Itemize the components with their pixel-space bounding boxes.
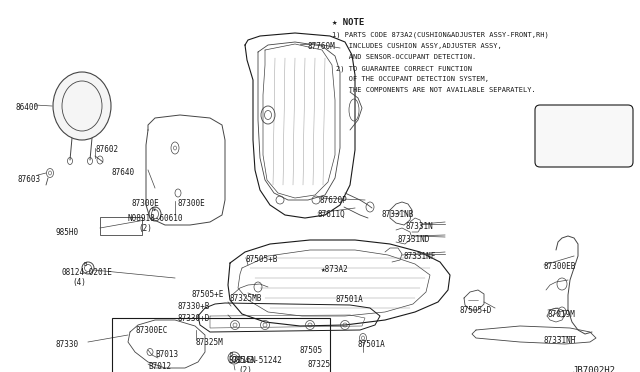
Text: 87330+D: 87330+D xyxy=(177,314,209,323)
Text: 87611Q: 87611Q xyxy=(318,210,346,219)
Text: OF THE OCCUPANT DETECTION SYSTEM,: OF THE OCCUPANT DETECTION SYSTEM, xyxy=(336,76,489,82)
Text: 87505+D: 87505+D xyxy=(460,306,492,315)
Text: N08918-60610: N08918-60610 xyxy=(128,214,184,223)
Text: 87331N: 87331N xyxy=(405,222,433,231)
Text: (4): (4) xyxy=(72,278,86,287)
Text: N: N xyxy=(152,207,156,212)
Text: ★873A2: ★873A2 xyxy=(321,265,349,274)
Text: 87325MB: 87325MB xyxy=(230,294,262,303)
Text: B7013: B7013 xyxy=(155,350,178,359)
Text: 87330: 87330 xyxy=(55,340,78,349)
Text: B7016N: B7016N xyxy=(228,356,256,365)
Text: THE COMPONENTS ARE NOT AVAILABLE SEPARATELY.: THE COMPONENTS ARE NOT AVAILABLE SEPARAT… xyxy=(336,87,536,93)
Text: 86400: 86400 xyxy=(15,103,38,112)
Text: ★ NOTE: ★ NOTE xyxy=(332,18,364,27)
Text: 87331NF: 87331NF xyxy=(403,252,435,261)
Text: 87330+B: 87330+B xyxy=(177,302,209,311)
Text: 87300EB: 87300EB xyxy=(544,262,577,271)
Text: 87331NB: 87331NB xyxy=(382,210,414,219)
Text: JB7002H2: JB7002H2 xyxy=(572,366,615,372)
Text: 87505+E: 87505+E xyxy=(192,290,225,299)
Text: 87300E: 87300E xyxy=(177,199,205,208)
Bar xyxy=(112,318,330,372)
Text: 87325M: 87325M xyxy=(196,338,224,347)
Text: (2): (2) xyxy=(238,366,252,372)
Bar xyxy=(100,217,142,235)
Text: 87603: 87603 xyxy=(18,175,41,184)
Text: 87760M: 87760M xyxy=(308,42,336,51)
Text: 985H0: 985H0 xyxy=(55,228,78,237)
Text: 87620P: 87620P xyxy=(320,196,348,205)
Text: B7012: B7012 xyxy=(148,362,171,371)
Text: 08543-51242: 08543-51242 xyxy=(232,356,283,365)
Ellipse shape xyxy=(53,72,111,140)
Text: (2): (2) xyxy=(138,224,152,233)
Text: 87501A: 87501A xyxy=(358,340,386,349)
Text: 87019M: 87019M xyxy=(548,310,576,319)
Bar xyxy=(588,124,604,146)
Text: 87501A: 87501A xyxy=(335,295,363,304)
Text: 87325: 87325 xyxy=(307,360,330,369)
FancyBboxPatch shape xyxy=(535,105,633,167)
Text: 87505: 87505 xyxy=(299,346,322,355)
Text: 08124-0201E: 08124-0201E xyxy=(62,268,113,277)
Text: 87331ND: 87331ND xyxy=(398,235,430,244)
Text: INCLUDES CUSHION ASSY,ADJUSTER ASSY,: INCLUDES CUSHION ASSY,ADJUSTER ASSY, xyxy=(336,43,502,49)
Text: 87505+B: 87505+B xyxy=(246,255,278,264)
Text: 87300EC: 87300EC xyxy=(136,326,168,335)
Text: 1) PARTS CODE 873A2(CUSHION&ADJUSTER ASSY-FRONT,RH): 1) PARTS CODE 873A2(CUSHION&ADJUSTER ASS… xyxy=(332,32,548,38)
Text: 87602: 87602 xyxy=(95,145,118,154)
Text: 2) TO GUARANTEE CORRECT FUNCTION: 2) TO GUARANTEE CORRECT FUNCTION xyxy=(336,65,472,71)
Text: AND SENSOR-OCCUPANT DETECTION.: AND SENSOR-OCCUPANT DETECTION. xyxy=(336,54,476,60)
Text: 87640: 87640 xyxy=(112,168,135,177)
Text: B: B xyxy=(83,263,86,267)
Bar xyxy=(570,124,586,146)
Text: 87331NH: 87331NH xyxy=(543,336,575,345)
Text: 87300E: 87300E xyxy=(131,199,159,208)
Text: B: B xyxy=(229,353,232,357)
